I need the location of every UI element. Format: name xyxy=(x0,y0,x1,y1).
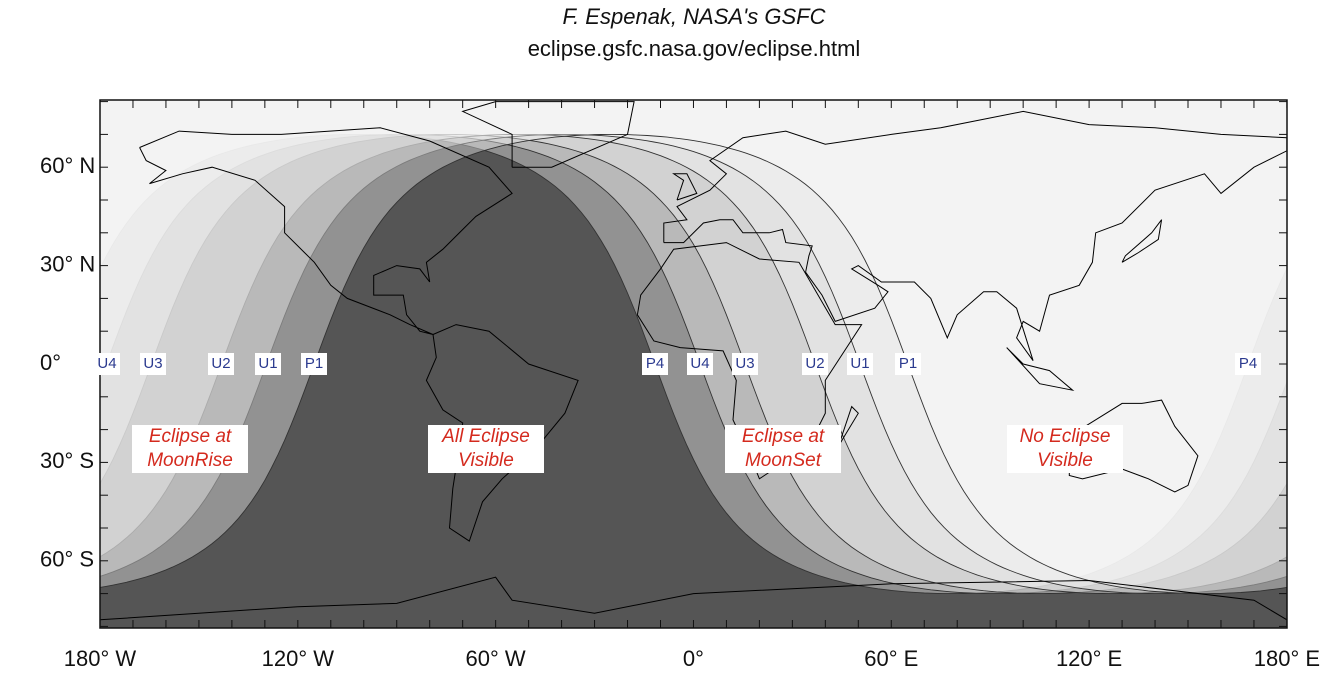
region-label-box xyxy=(428,425,544,473)
contact-label: P1 xyxy=(899,355,917,372)
contact-curve xyxy=(100,133,1287,595)
contact-label-box xyxy=(301,353,327,375)
contact-curve xyxy=(100,133,1287,595)
contact-curve xyxy=(100,133,1287,595)
region-label: Visible xyxy=(1037,450,1093,471)
visibility-band xyxy=(100,100,1287,594)
lon-label: 60° E xyxy=(864,646,918,671)
contact-label: U3 xyxy=(735,355,754,372)
contact-curve xyxy=(100,133,1287,595)
contact-label-box xyxy=(895,353,921,375)
contact-curve xyxy=(100,133,1287,595)
contact-label-box xyxy=(802,353,828,375)
contact-label-box xyxy=(208,353,234,375)
contact-label-box xyxy=(642,353,668,375)
region-label-box xyxy=(1007,425,1123,473)
lon-label: 60° W xyxy=(466,646,526,671)
contact-label-box xyxy=(94,353,120,375)
lon-label: 180° E xyxy=(1254,646,1320,671)
coastline xyxy=(838,405,859,447)
lon-label: 180° W xyxy=(64,646,137,671)
coastline xyxy=(1068,399,1199,493)
map-area xyxy=(100,100,1287,628)
contact-label: U1 xyxy=(850,355,869,372)
contact-label-box xyxy=(1235,353,1261,375)
visibility-band xyxy=(100,100,1287,594)
coastline xyxy=(461,101,635,168)
contact-label-box xyxy=(847,353,873,375)
contact-label-box xyxy=(140,353,166,375)
region-label: No Eclipse xyxy=(1020,426,1111,447)
coastline xyxy=(425,324,579,542)
region-label-box xyxy=(725,425,841,473)
credit: F. Espenak, NASA's GSFC xyxy=(562,4,825,29)
contact-label: U2 xyxy=(211,355,230,372)
contact-label: U4 xyxy=(690,355,709,372)
lon-label: 120° E xyxy=(1056,646,1122,671)
visibility-band xyxy=(100,100,1287,594)
region-label: All Eclipse xyxy=(441,426,530,447)
contact-label: U4 xyxy=(97,355,116,372)
contact-label-box xyxy=(732,353,758,375)
contact-label: P1 xyxy=(305,355,323,372)
contact-label-box xyxy=(687,353,713,375)
region-label: Eclipse at xyxy=(149,426,232,447)
visibility-band xyxy=(100,100,1287,594)
contact-label: U2 xyxy=(805,355,824,372)
region-label: MoonSet xyxy=(745,450,822,471)
coastline xyxy=(1006,347,1075,392)
url: eclipse.gsfc.nasa.gov/eclipse.html xyxy=(528,36,861,61)
region-label: Visible xyxy=(458,450,514,471)
coastline xyxy=(139,127,513,335)
lat-label: 30° N xyxy=(40,251,95,276)
region-label: Eclipse at xyxy=(742,426,825,447)
lat-label: 30° S xyxy=(40,448,94,473)
lat-label: 60° N xyxy=(40,153,95,178)
lat-label: 60° S xyxy=(40,547,94,572)
coastline xyxy=(672,173,698,201)
contact-label-box xyxy=(255,353,281,375)
contact-label: P4 xyxy=(1239,355,1257,372)
contact-label: P4 xyxy=(646,355,664,372)
labels: 60° N 30° N 0° 30° S 60° S 180° W 120° W 60° W 0… xyxy=(40,100,1320,671)
lon-label: 0° xyxy=(683,646,704,671)
contact-label: U3 xyxy=(143,355,162,372)
contact-label: U1 xyxy=(258,355,277,372)
lon-label: 120° W xyxy=(262,646,335,671)
coastline xyxy=(1121,219,1163,263)
lat-label: 0° xyxy=(40,350,61,375)
coastline xyxy=(100,576,1287,621)
region-label-box xyxy=(132,425,248,473)
visibility-band xyxy=(100,100,1287,594)
region-label: MoonRise xyxy=(147,450,233,471)
coastline xyxy=(636,242,863,480)
coastline xyxy=(663,110,1287,361)
